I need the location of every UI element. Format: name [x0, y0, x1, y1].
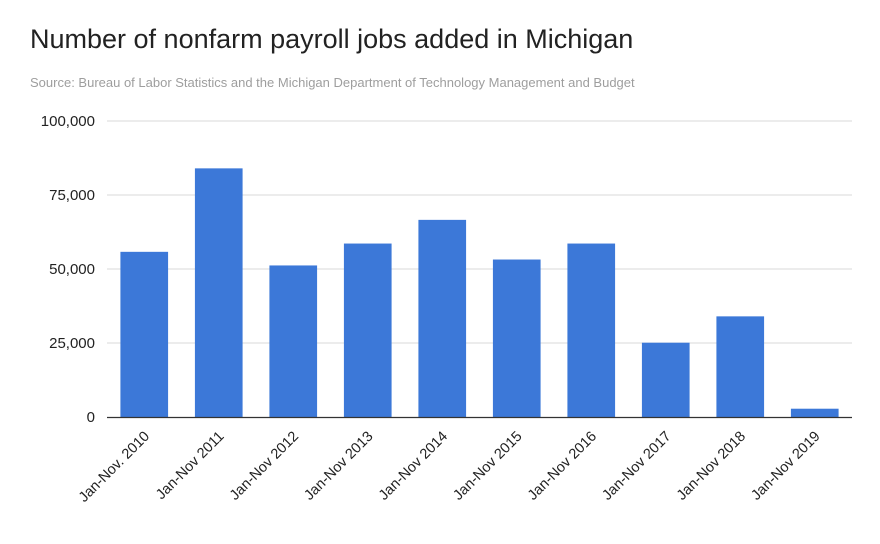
x-tick-label: Jan-Nov 2017 [599, 429, 674, 504]
bar [194, 168, 243, 417]
y-tick-label: 25,000 [49, 335, 95, 352]
y-tick-label: 50,000 [49, 261, 95, 278]
bar [716, 316, 765, 417]
bar [343, 243, 392, 417]
x-tick-label: Jan-Nov. 2010 [76, 429, 153, 506]
bar [418, 219, 467, 417]
y-tick-label: 100,000 [41, 113, 95, 130]
x-tick-label: Jan-Nov 2013 [301, 429, 376, 504]
chart-subtitle: Source: Bureau of Labor Statistics and t… [30, 75, 635, 90]
bars [120, 168, 839, 417]
chart-title: Number of nonfarm payroll jobs added in … [30, 24, 634, 54]
bar [269, 265, 318, 417]
y-axis-tick-labels: 0 25,000 50,000 75,000 100,000 [41, 113, 95, 426]
x-tick-label: Jan-Nov 2011 [153, 429, 227, 503]
x-tick-label: Jan-Nov 2014 [376, 429, 451, 504]
x-tick-label: Jan-Nov 2018 [674, 429, 749, 504]
y-tick-label: 0 [87, 409, 95, 426]
bar [492, 259, 541, 417]
y-tick-label: 75,000 [49, 187, 95, 204]
x-tick-label: Jan-Nov 2012 [227, 429, 302, 504]
x-tick-label: Jan-Nov 2015 [450, 429, 525, 504]
x-tick-label: Jan-Nov 2016 [525, 429, 600, 504]
x-axis-tick-labels: Jan-Nov. 2010 Jan-Nov 2011 Jan-Nov 2012 Jan… [76, 429, 824, 506]
bar [641, 342, 690, 417]
bar [790, 408, 839, 417]
x-tick-label: Jan-Nov 2019 [748, 429, 823, 504]
bar [120, 251, 169, 417]
bar [567, 243, 616, 417]
